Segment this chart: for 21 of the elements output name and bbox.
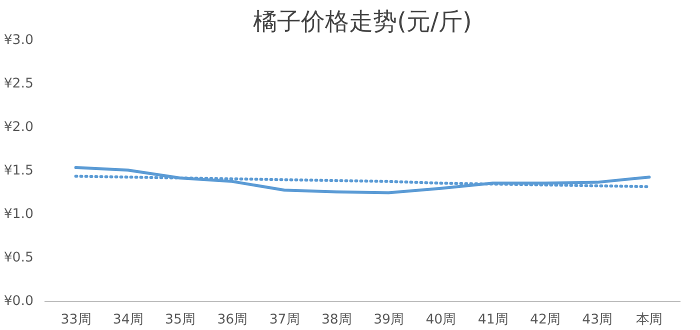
x-tick-label: 35周: [165, 312, 196, 328]
x-tick-label: 40周: [426, 312, 456, 328]
y-tick-label: ¥1.5: [4, 164, 34, 178]
x-tick-label: 41周: [478, 312, 508, 328]
x-tick-label: 34周: [112, 312, 143, 328]
line-series: [74, 166, 651, 194]
x-tick-label: 37周: [269, 312, 300, 328]
y-tick-label: ¥0.5: [4, 250, 34, 266]
x-tick-label: 38周: [321, 312, 352, 328]
x-tick-label: 33周: [60, 312, 91, 328]
y-tick-label: ¥0.0: [4, 294, 34, 309]
x-tick-label: 本周: [636, 312, 662, 328]
y-tick-label: ¥2.5: [4, 76, 34, 92]
x-tick-label: 36周: [217, 312, 248, 328]
x-tick-label: 39周: [374, 312, 404, 328]
x-tick-label: 42周: [530, 312, 560, 328]
chart-title: 橘子价格走势(元/斤): [253, 8, 472, 36]
y-tick-label: ¥1.0: [4, 207, 34, 222]
y-tick-label: ¥2.0: [4, 120, 34, 135]
x-tick-label: 43周: [582, 312, 612, 328]
y-tick-label: ¥3.0: [4, 33, 34, 48]
